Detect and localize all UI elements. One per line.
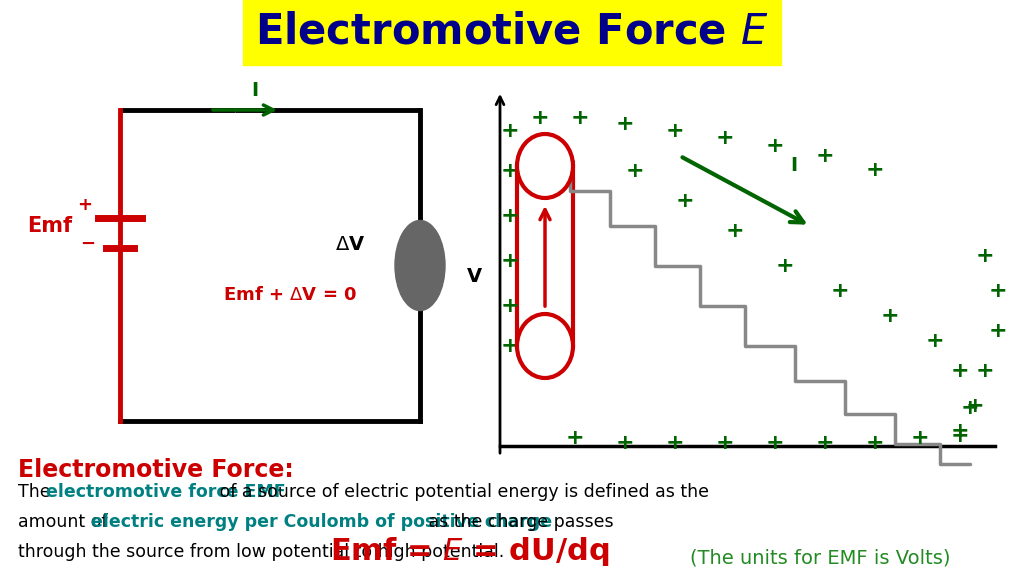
Text: +: + xyxy=(766,433,784,453)
Text: Electromotive Force $\mathit{E}$: Electromotive Force $\mathit{E}$ xyxy=(255,10,769,52)
Text: +: + xyxy=(716,433,734,453)
Text: +: + xyxy=(830,281,849,301)
Text: +: + xyxy=(615,433,634,453)
Text: −: − xyxy=(80,234,95,253)
Text: +: + xyxy=(77,196,92,214)
Text: +: + xyxy=(910,428,930,448)
Text: +: + xyxy=(950,361,970,381)
Ellipse shape xyxy=(517,314,573,378)
Text: +: + xyxy=(966,396,984,416)
Text: +: + xyxy=(926,331,944,351)
Text: +: + xyxy=(865,160,885,180)
Text: +: + xyxy=(565,428,585,448)
Text: through the source from low potential to high potential.: through the source from low potential to… xyxy=(18,543,504,561)
Text: +: + xyxy=(776,256,795,276)
Text: +: + xyxy=(501,206,519,226)
Text: Emf: Emf xyxy=(27,216,72,236)
Text: electric energy per Coulomb of positive charge: electric energy per Coulomb of positive … xyxy=(91,513,552,531)
Text: +: + xyxy=(530,108,549,128)
Text: +: + xyxy=(950,426,970,446)
Text: +: + xyxy=(865,433,885,453)
Text: (The units for EMF is Volts): (The units for EMF is Volts) xyxy=(690,549,950,568)
Text: +: + xyxy=(666,121,684,141)
Text: $\Delta$V: $\Delta$V xyxy=(335,236,366,254)
Text: +: + xyxy=(501,121,519,141)
Text: The: The xyxy=(18,483,56,501)
Text: Electromotive Force:: Electromotive Force: xyxy=(18,458,294,482)
Text: +: + xyxy=(766,136,784,156)
Text: +: + xyxy=(676,191,694,211)
Text: I: I xyxy=(252,81,259,100)
Text: V: V xyxy=(467,267,482,285)
Text: +: + xyxy=(716,128,734,148)
Text: +: + xyxy=(989,281,1008,301)
Text: +: + xyxy=(816,433,835,453)
Text: +: + xyxy=(816,146,835,166)
Text: +: + xyxy=(881,306,899,326)
Text: I: I xyxy=(790,156,797,175)
Text: electromotive force EMF: electromotive force EMF xyxy=(46,483,286,501)
Text: Emf = $\mathit{E}$ = dU/dq: Emf = $\mathit{E}$ = dU/dq xyxy=(330,535,609,568)
Text: +: + xyxy=(626,161,644,181)
Text: +: + xyxy=(501,251,519,271)
Text: +: + xyxy=(666,433,684,453)
Text: +: + xyxy=(501,336,519,356)
Text: +: + xyxy=(976,246,994,266)
Text: +: + xyxy=(615,114,634,134)
Text: Emf + $\Delta$V = 0: Emf + $\Delta$V = 0 xyxy=(223,287,357,305)
Text: +: + xyxy=(961,398,979,418)
Text: amount of: amount of xyxy=(18,513,113,531)
Text: +: + xyxy=(726,221,744,241)
Text: as the charge passes: as the charge passes xyxy=(423,513,613,531)
Ellipse shape xyxy=(517,134,573,198)
Text: of a source of electric potential energy is defined as the: of a source of electric potential energy… xyxy=(214,483,709,501)
Text: +: + xyxy=(989,321,1008,341)
Text: +: + xyxy=(976,361,994,381)
Text: +: + xyxy=(570,108,590,128)
Text: +: + xyxy=(501,296,519,316)
Text: +: + xyxy=(950,421,970,441)
Text: +: + xyxy=(501,161,519,181)
Ellipse shape xyxy=(395,220,445,311)
